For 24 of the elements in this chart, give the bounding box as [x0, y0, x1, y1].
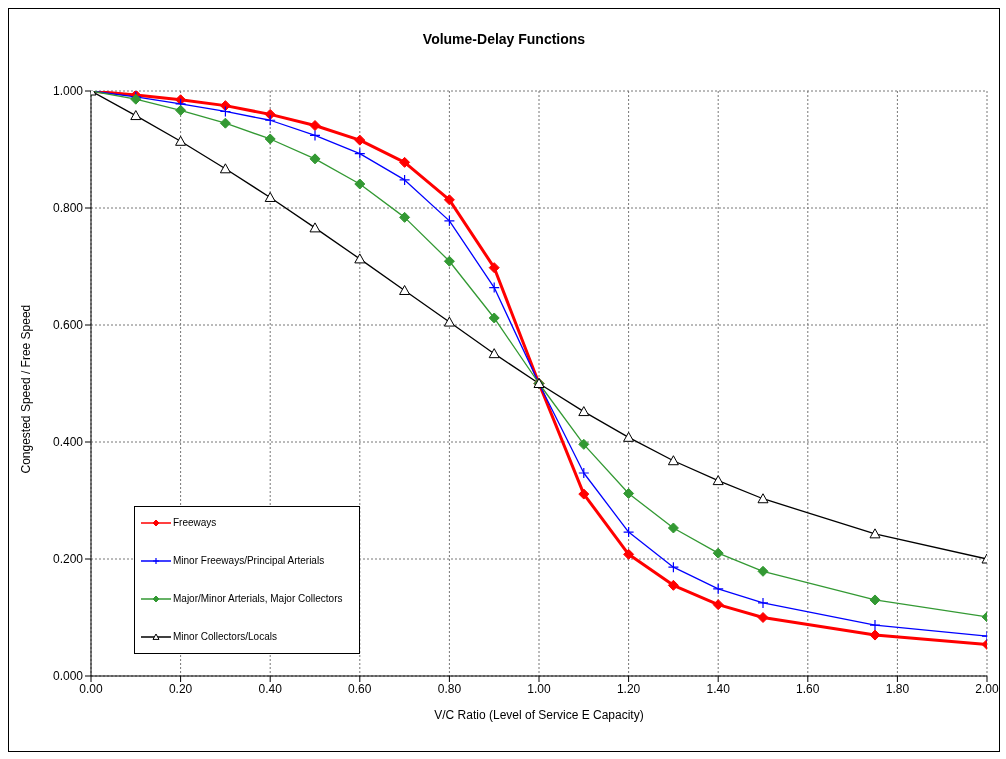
x-axis-title: V/C Ratio (Level of Service E Capacity) — [434, 708, 644, 722]
legend-label: Freeways — [173, 517, 218, 528]
y-tick-label: 1.000 — [52, 84, 84, 99]
x-tick-label: 0.20 — [168, 681, 193, 696]
chart-title: Volume-Delay Functions — [421, 31, 587, 47]
x-tick-label: 1.40 — [706, 681, 731, 696]
x-tick-label: 1.60 — [796, 681, 820, 696]
legend-label: Major/Minor Arterials, Major Collectors — [173, 593, 343, 604]
x-tick-label: 0.40 — [258, 681, 283, 696]
x-tick-label: 0.00 — [79, 681, 103, 696]
x-tick-label: 0.80 — [437, 681, 462, 696]
x-tick-label: 1.20 — [616, 681, 641, 696]
legend-label: Minor Freeways/Principal Arterials — [173, 555, 326, 566]
y-tick-label: 0.000 — [52, 669, 84, 684]
legend-label: Minor Collectors/Locals — [173, 631, 278, 642]
y-tick-label: 0.800 — [52, 201, 84, 216]
x-tick-label: 0.60 — [348, 681, 372, 696]
y-axis-title: Congested Speed / Free Speed — [19, 304, 34, 474]
y-tick-label: 0.600 — [52, 318, 84, 333]
y-tick-label: 0.200 — [52, 552, 84, 567]
y-tick-label: 0.400 — [52, 435, 84, 450]
x-tick-label: 1.80 — [885, 681, 910, 696]
x-tick-label: 1.00 — [527, 681, 551, 696]
x-tick-label: 2.00 — [975, 681, 999, 696]
